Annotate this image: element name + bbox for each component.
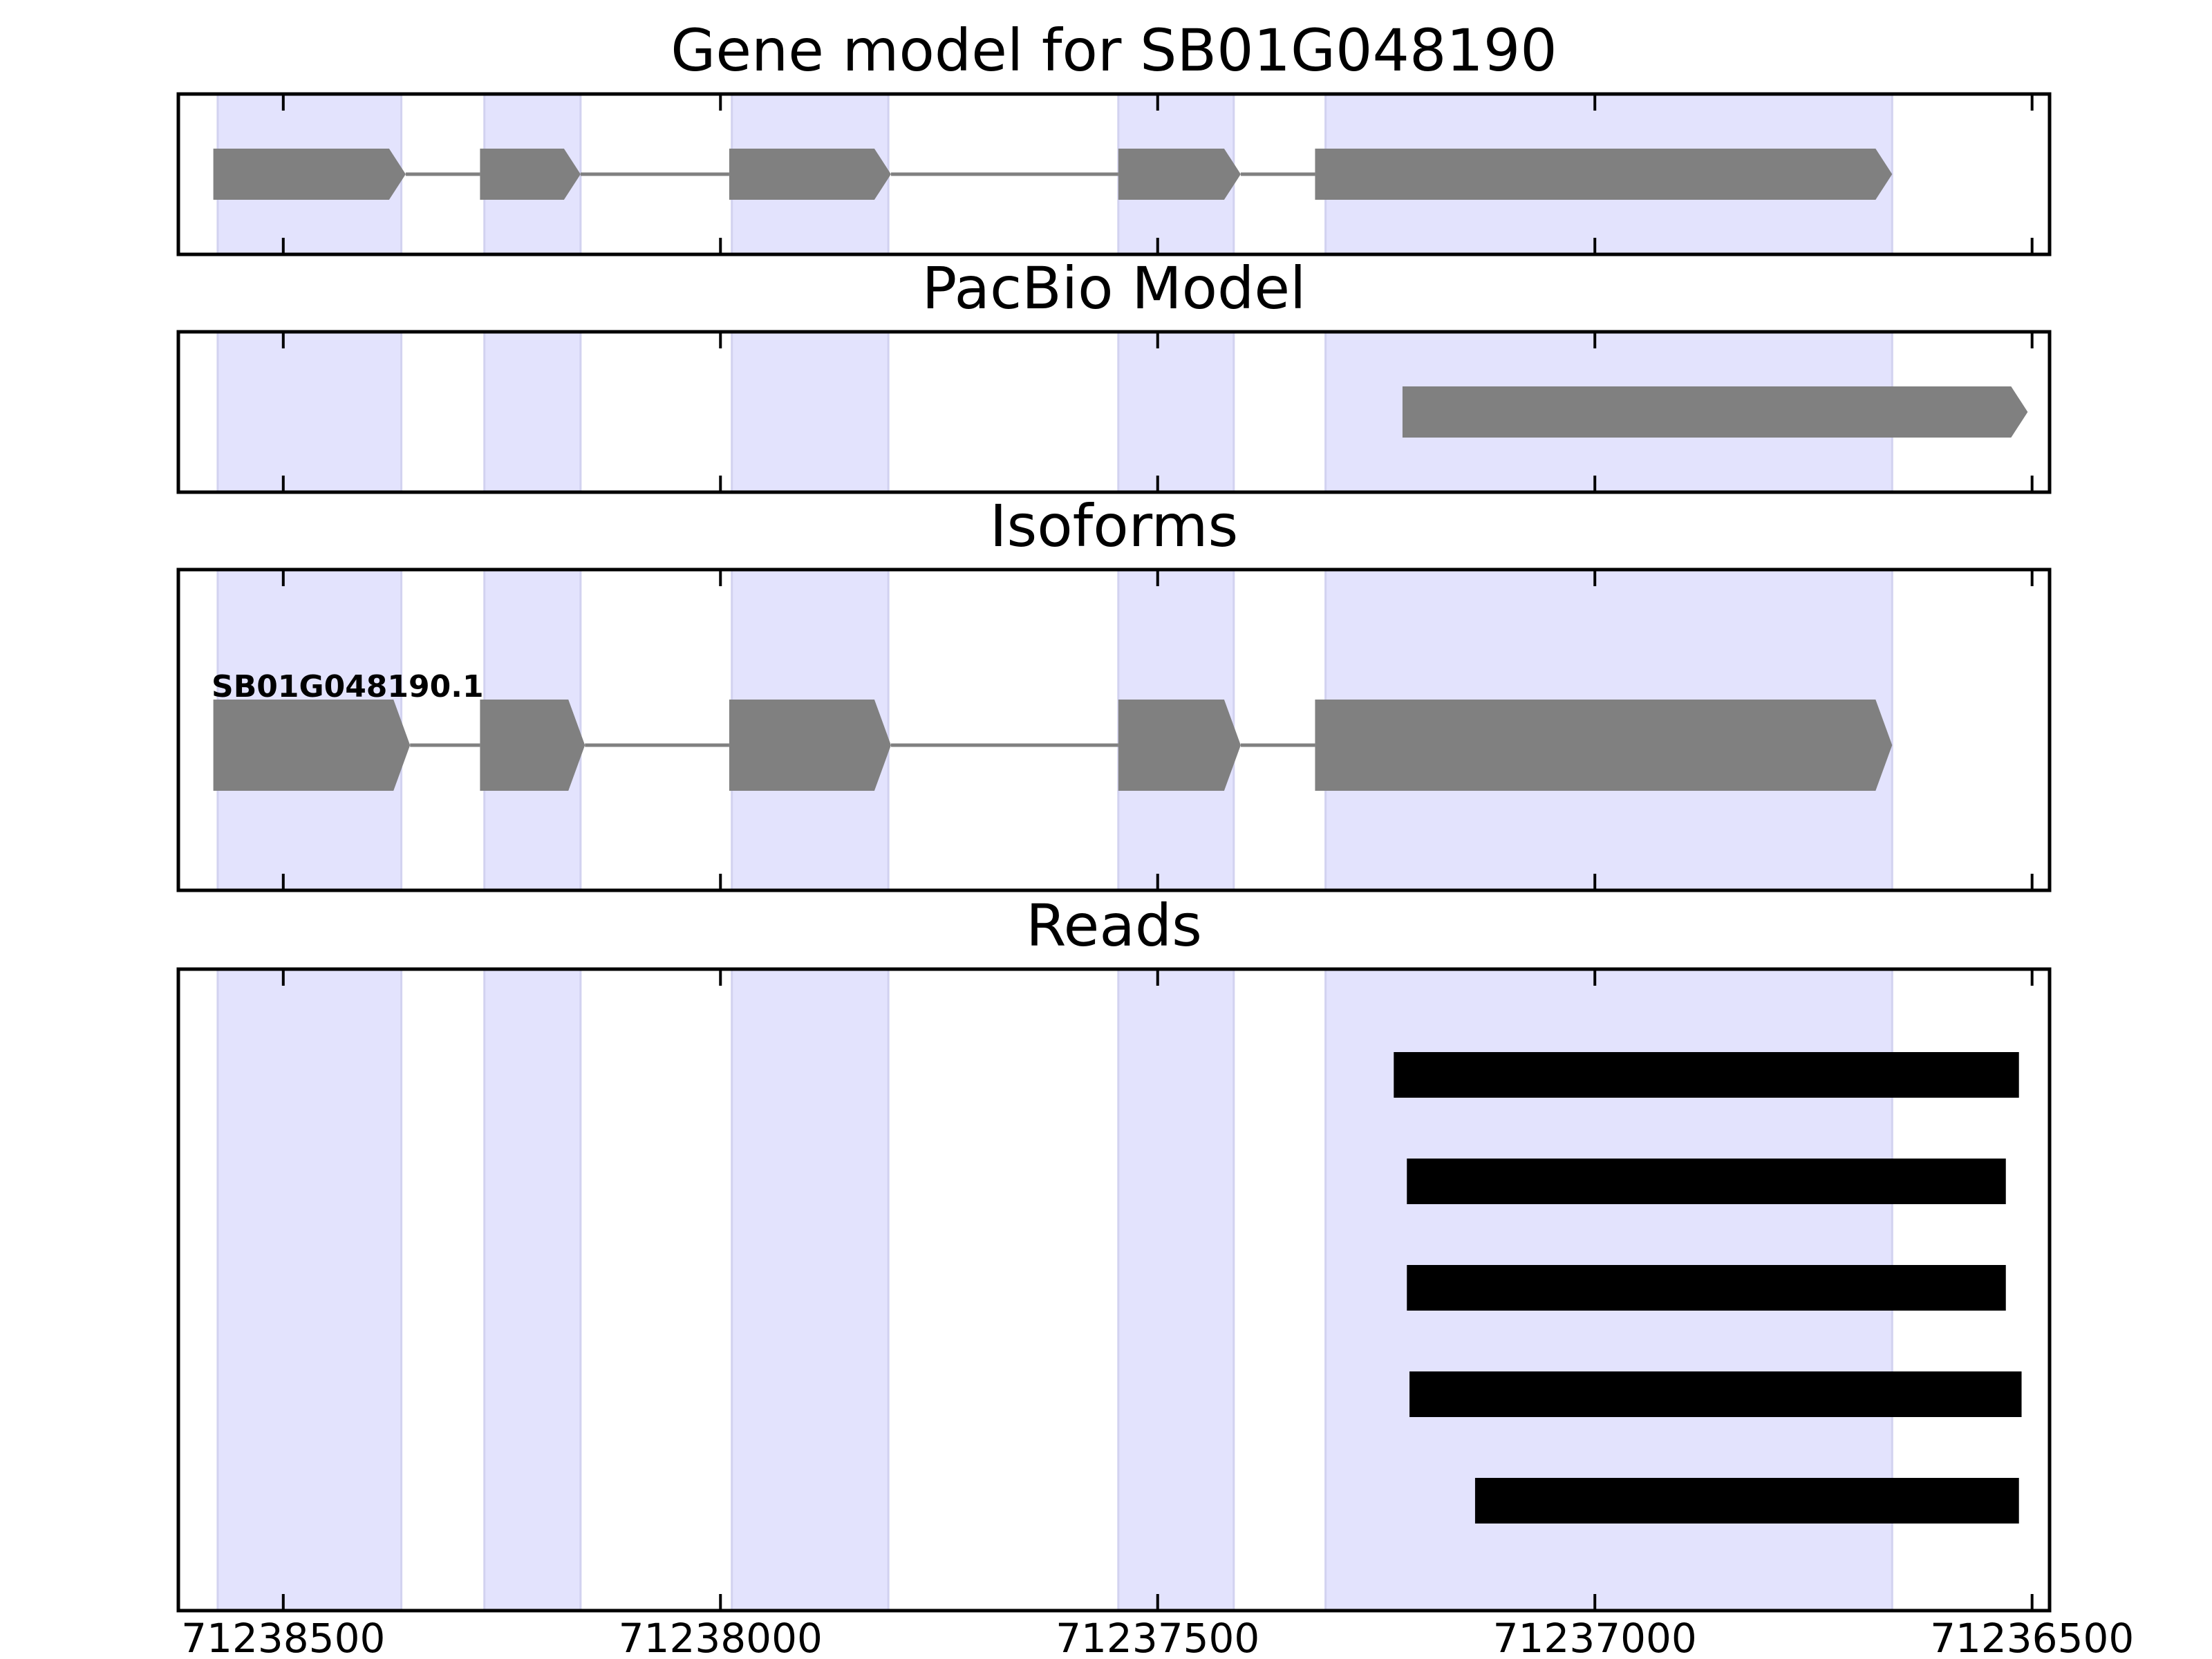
exon-block — [1118, 700, 1241, 791]
exon-block — [1118, 149, 1241, 200]
isoform-label: SB01G048190.1 — [212, 669, 484, 704]
panel-title: Gene model for SB01G048190 — [671, 17, 1557, 84]
panel-title: PacBio Model — [922, 254, 1306, 322]
panel-pacbio-model: PacBio Model — [176, 254, 2052, 494]
exon-block — [480, 700, 585, 791]
x-tick-label: 71237000 — [1493, 1615, 1697, 1659]
x-tick-label: 71238000 — [619, 1615, 823, 1659]
read-bar — [1407, 1159, 2006, 1204]
highlight-region — [1117, 968, 1235, 1612]
x-tick-label: 71238500 — [181, 1615, 385, 1659]
panel-frame — [176, 967, 2052, 1613]
highlight-region — [216, 968, 403, 1612]
x-tick-label: 71237500 — [1056, 1615, 1259, 1659]
exon-block — [1315, 149, 1893, 200]
highlight-region — [1117, 330, 1235, 494]
exon-block — [480, 149, 581, 200]
highlight-region — [483, 968, 582, 1612]
exon-block — [1402, 386, 2028, 438]
panel-title: Reads — [1026, 892, 1202, 959]
x-tick-label: 71236500 — [1930, 1615, 2134, 1659]
panel-frame — [176, 330, 2052, 494]
exon-block — [213, 700, 411, 791]
read-bar — [1409, 1371, 2022, 1417]
read-bar — [1394, 1052, 2019, 1098]
panel-gene-model: Gene model for SB01G048190 — [176, 17, 2052, 256]
panel-reads: Reads — [176, 892, 2052, 1613]
exon-block — [729, 149, 891, 200]
read-bar — [1474, 1478, 2019, 1524]
panel-title: Isoforms — [990, 492, 1239, 560]
exon-block — [729, 700, 891, 791]
exon-block — [213, 149, 406, 200]
exon-block — [1315, 700, 1893, 791]
highlight-region — [216, 330, 403, 494]
read-bar — [1407, 1265, 2006, 1311]
highlight-region — [483, 330, 582, 494]
highlight-region — [731, 968, 890, 1612]
panel-isoforms: Isoforms SB01G048190.1 — [176, 492, 2052, 892]
panel-frame — [176, 92, 2052, 256]
highlight-region — [731, 330, 890, 494]
panel-frame — [176, 568, 2052, 892]
